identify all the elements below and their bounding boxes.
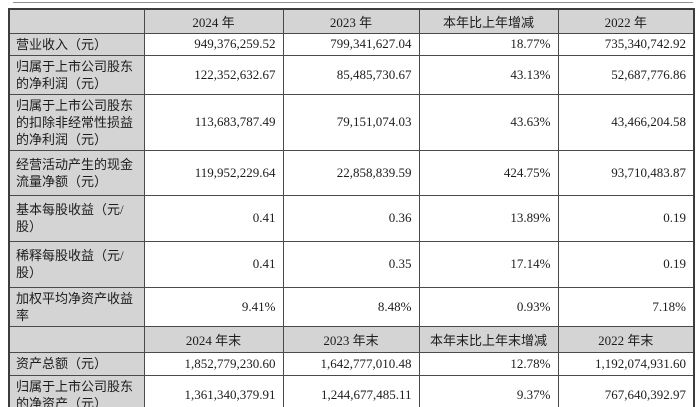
header-2023-year-end: 2023 年末: [282, 325, 420, 353]
row-label-basic-eps: 基本每股收益（元/ 股）: [8, 194, 145, 242]
table-row: 归属于上市公司股东 的净资产（元） 1,361,340,379.91 1,244…: [8, 374, 695, 407]
cell-total-assets-2022: 1,192,074,931.60: [557, 351, 695, 376]
row-label-net-assets: 归属于上市公司股东 的净资产（元）: [8, 374, 145, 407]
cell-net-profit-deducted-2024: 113,683,787.49: [143, 93, 284, 151]
cell-operating-cash-flow-2023: 22,858,839.59: [282, 149, 420, 196]
cell-total-assets-2024: 1,852,779,230.60: [143, 351, 284, 376]
cell-revenue-change: 18.77%: [418, 32, 559, 56]
cell-net-assets-2023: 1,244,677,485.11: [282, 374, 420, 407]
row-label-operating-cash-flow: 经营活动产生的现金 流量净额（元）: [8, 149, 145, 196]
cell-revenue-2024: 949,376,259.52: [143, 32, 284, 56]
table-row: 资产总额（元） 1,852,779,230.60 1,642,777,010.4…: [8, 351, 695, 376]
cell-diluted-eps-2024: 0.41: [143, 240, 284, 288]
table-row: 稀释每股收益（元/ 股） 0.41 0.35 17.14% 0.19: [8, 240, 695, 288]
cell-basic-eps-2022: 0.19: [557, 194, 695, 242]
table-row: 营业收入（元） 949,376,259.52 799,341,627.04 18…: [8, 32, 695, 56]
cell-weighted-avg-roe-2022: 7.18%: [557, 286, 695, 327]
header-blank-cell: [8, 8, 145, 34]
header-2024-year-end: 2024 年末: [143, 325, 284, 353]
header-2022-year-end: 2022 年末: [557, 325, 695, 353]
cell-operating-cash-flow-change: 424.75%: [418, 149, 559, 196]
row-label-total-assets: 资产总额（元）: [8, 351, 145, 376]
row-label-diluted-eps: 稀释每股收益（元/ 股）: [8, 240, 145, 288]
header-year-2024: 2024 年: [143, 8, 284, 34]
cropped-top-rule: [13, 2, 693, 3]
cell-net-profit-2024: 122,352,632.67: [143, 54, 284, 95]
header-year-2023: 2023 年: [282, 8, 420, 34]
table-row: 基本每股收益（元/ 股） 0.41 0.36 13.89% 0.19: [8, 194, 695, 242]
header-blank-cell: [8, 325, 145, 353]
row-label-revenue: 营业收入（元）: [8, 32, 145, 56]
cell-diluted-eps-2023: 0.35: [282, 240, 420, 288]
cell-net-assets-change: 9.37%: [418, 374, 559, 407]
cell-net-profit-deducted-change: 43.63%: [418, 93, 559, 151]
cell-net-profit-2023: 85,485,730.67: [282, 54, 420, 95]
cell-net-profit-2022: 52,687,776.86: [557, 54, 695, 95]
table-row: 归属于上市公司股东 的净利润（元） 122,352,632.67 85,485,…: [8, 54, 695, 95]
cell-total-assets-2023: 1,642,777,010.48: [282, 351, 420, 376]
cell-diluted-eps-change: 17.14%: [418, 240, 559, 288]
table-row: 加权平均净资产收益 率 9.41% 8.48% 0.93% 7.18%: [8, 286, 695, 327]
cell-net-assets-2024: 1,361,340,379.91: [143, 374, 284, 407]
cell-basic-eps-change: 13.89%: [418, 194, 559, 242]
cell-basic-eps-2024: 0.41: [143, 194, 284, 242]
table-row: 归属于上市公司股东 的扣除非经常性损益 的净利润（元） 113,683,787.…: [8, 93, 695, 151]
cell-revenue-2022: 735,340,742.92: [557, 32, 695, 56]
row-label-net-profit: 归属于上市公司股东 的净利润（元）: [8, 54, 145, 95]
header-row-year-end: 2024 年末 2023 年末 本年末比上年末增减 2022 年末: [8, 325, 695, 353]
cell-net-assets-2022: 767,640,392.97: [557, 374, 695, 407]
financial-summary-table: 2024 年 2023 年 本年比上年增减 2022 年 营业收入（元） 949…: [8, 8, 695, 407]
cell-revenue-2023: 799,341,627.04: [282, 32, 420, 56]
cell-operating-cash-flow-2024: 119,952,229.64: [143, 149, 284, 196]
header-year-end-change: 本年末比上年末增减: [418, 325, 559, 353]
cell-weighted-avg-roe-change: 0.93%: [418, 286, 559, 327]
row-label-net-profit-deducted: 归属于上市公司股东 的扣除非经常性损益 的净利润（元）: [8, 93, 145, 151]
cell-net-profit-change: 43.13%: [418, 54, 559, 95]
row-label-weighted-avg-roe: 加权平均净资产收益 率: [8, 286, 145, 327]
cell-total-assets-change: 12.78%: [418, 351, 559, 376]
cell-net-profit-deducted-2023: 79,151,074.03: [282, 93, 420, 151]
cell-operating-cash-flow-2022: 93,710,483.87: [557, 149, 695, 196]
header-row-annual: 2024 年 2023 年 本年比上年增减 2022 年: [8, 8, 695, 34]
cell-weighted-avg-roe-2024: 9.41%: [143, 286, 284, 327]
cell-weighted-avg-roe-2023: 8.48%: [282, 286, 420, 327]
header-year-2022: 2022 年: [557, 8, 695, 34]
table-row: 经营活动产生的现金 流量净额（元） 119,952,229.64 22,858,…: [8, 149, 695, 196]
cell-basic-eps-2023: 0.36: [282, 194, 420, 242]
header-yoy-change: 本年比上年增减: [418, 8, 559, 34]
cell-diluted-eps-2022: 0.19: [557, 240, 695, 288]
cell-net-profit-deducted-2022: 43,466,204.58: [557, 93, 695, 151]
